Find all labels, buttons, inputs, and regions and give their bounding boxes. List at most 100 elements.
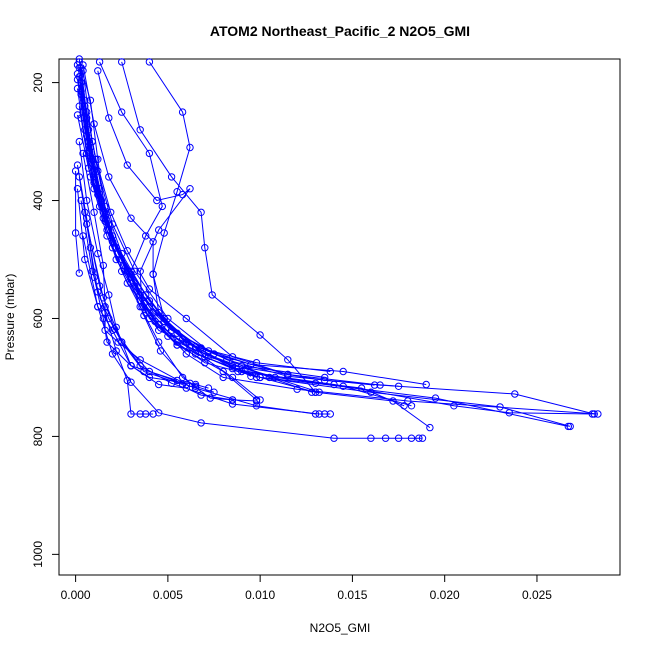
data-point-19-5: [149, 270, 157, 278]
data-point-15-8: [219, 367, 227, 376]
data-point-31-3: [145, 367, 154, 376]
data-point-22-0: [77, 87, 85, 96]
data-point-9-0: [77, 90, 85, 99]
series-32: [79, 232, 427, 442]
data-point-15-3: [158, 202, 167, 211]
data-point-25-2: [99, 261, 108, 270]
data-point-17-5: [208, 291, 216, 299]
x-axis-label: N2O5_GMI: [310, 621, 371, 635]
y-tick-label-0: 200: [31, 72, 45, 92]
data-point-17-2: [167, 173, 176, 181]
data-point-19-2: [105, 173, 113, 181]
data-point-5-9: [422, 380, 430, 389]
data-point-18-4: [178, 190, 187, 199]
data-point-31-2: [118, 338, 126, 346]
data-point-16-1: [178, 108, 187, 116]
series-line-14: [80, 117, 325, 378]
x-axis: 0.000 0.005 0.010 0.015 0.020 0.025: [61, 575, 552, 602]
data-point-20-3: [107, 208, 115, 217]
data-point-7-9: [426, 423, 434, 432]
data-point-24-3: [105, 291, 113, 299]
series-line-5: [77, 73, 427, 385]
data-point-16-4: [160, 229, 168, 237]
data-point-17-3: [197, 208, 205, 217]
data-point-15-1: [118, 108, 126, 116]
series-31: [83, 220, 320, 418]
data-point-17-0: [118, 58, 126, 66]
series-20: [75, 64, 292, 379]
data-point-30-0: [81, 208, 89, 217]
data-point-15-2: [145, 149, 154, 158]
data-point-21-5: [136, 303, 144, 311]
data-point-24-0: [75, 137, 84, 146]
x-tick-label-1: 0.005: [153, 588, 183, 602]
data-point-4-9: [511, 390, 519, 398]
data-point-16-9: [256, 396, 264, 404]
plot-frame: [58, 58, 621, 576]
data-point-18-5: [186, 185, 194, 193]
x-tick-label-2: 0.010: [245, 588, 275, 602]
data-point-31-1: [99, 294, 108, 302]
data-point-30-2: [110, 325, 119, 333]
data-point-29-5: [127, 410, 135, 418]
data-point-32-11: [415, 434, 423, 442]
data-point-15-5: [127, 267, 135, 275]
data-point-25-1: [90, 208, 98, 217]
data-point-18-3: [153, 196, 161, 205]
series-line-8: [77, 88, 399, 387]
data-point-19-3: [127, 214, 135, 222]
data-point-32-7: [367, 434, 375, 442]
data-point-24-8: [204, 384, 213, 392]
series-line-20: [78, 67, 288, 375]
data-point-20-0: [75, 64, 84, 72]
data-point-16-8: [228, 373, 237, 382]
data-point-3-9: [450, 402, 458, 410]
data-point-19-1: [90, 120, 98, 128]
data-point-17-8: [311, 388, 320, 396]
y-axis-label: Pressure (mbar): [3, 274, 17, 361]
series-18: [94, 67, 255, 380]
series-5: [73, 70, 430, 389]
data-point-20-4: [123, 247, 132, 255]
data-point-28-5: [155, 380, 163, 389]
data-point-16-6: [155, 308, 163, 317]
y-tick-label-3: 800: [31, 426, 45, 446]
series-line-19: [82, 64, 257, 378]
data-point-31-6: [311, 410, 320, 418]
data-point-15-7: [173, 341, 181, 349]
x-tick-label-5: 0.025: [522, 588, 552, 602]
series-line-4: [82, 70, 595, 415]
data-point-28-9: [252, 397, 261, 405]
chart-title: ATOM2 Northeast_Pacific_2 N2O5_GMI: [210, 23, 470, 39]
series-line-28: [77, 188, 257, 402]
series-3: [75, 55, 596, 418]
data-point-26-4: [103, 338, 111, 346]
data-point-25-0: [79, 149, 87, 158]
data-point-21-7: [178, 373, 187, 382]
series-line-27: [78, 176, 183, 385]
data-point-20-6: [182, 314, 191, 323]
data-point-21-2: [90, 179, 98, 187]
data-point-23-2: [75, 269, 84, 277]
data-point-21-6: [155, 338, 163, 346]
data-point-13-7: [326, 367, 334, 376]
data-point-17-6: [256, 331, 264, 339]
data-point-11-7: [315, 388, 323, 396]
data-point-26-0: [73, 161, 82, 169]
data-point-32-5: [197, 419, 205, 427]
data-point-14-3: [145, 297, 154, 305]
data-point-29-0: [77, 196, 85, 205]
x-tick-label-3: 0.015: [337, 588, 367, 602]
data-point-18-0: [94, 67, 102, 75]
y-axis: 200 400 600 800 1000: [31, 72, 59, 568]
data-point-30-7: [321, 410, 329, 418]
data-point-17-4: [201, 244, 209, 252]
data-point-1-9: [367, 388, 375, 396]
data-point-22-1: [86, 152, 95, 161]
data-point-18-7: [136, 267, 144, 275]
data-point-32-10: [407, 434, 416, 442]
data-point-0-11: [594, 410, 602, 418]
data-point-16-3: [173, 188, 181, 196]
data-point-29-8: [149, 410, 157, 418]
data-point-17-1: [136, 126, 144, 134]
